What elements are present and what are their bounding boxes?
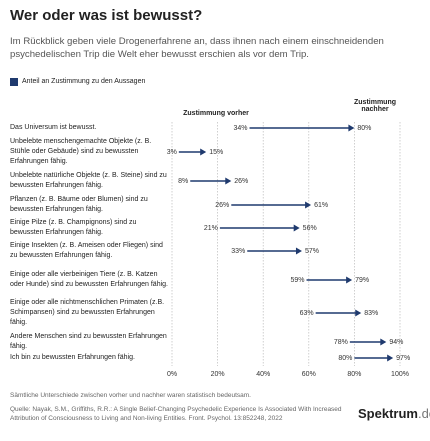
value-label: 78% (334, 339, 348, 346)
x-tick-label: 40% (256, 371, 270, 378)
category-label: Das Universum ist bewusst. (10, 124, 97, 131)
arrow-head (387, 354, 394, 362)
arrow-head (295, 247, 302, 255)
arrow-head (346, 276, 353, 284)
arrow-head (355, 309, 362, 317)
value-label: 63% (300, 310, 314, 317)
value-label: 3% (167, 149, 177, 156)
arrow-head (225, 177, 232, 185)
category-label: Unbelebte natürliche Objekte (z. B. Stei… (10, 172, 167, 189)
column-header: Zustimmung nachher (354, 99, 396, 113)
arrow-head (293, 224, 300, 232)
value-label: 80% (338, 355, 352, 362)
value-label: 56% (303, 225, 317, 232)
brand-suffix: .de (417, 406, 430, 421)
value-label: 26% (215, 202, 229, 209)
value-label: 34% (234, 125, 248, 132)
value-label: 26% (234, 178, 248, 185)
category-label: Einige Pilze (z. B. Champignons) sind zu… (10, 219, 137, 236)
arrow-head (305, 201, 312, 209)
source: Quelle: Nayak, S.M., Griffiths, R.R.: A … (10, 406, 342, 422)
category-label: Ich bin zu bewussten Erfahrungen fähig. (10, 354, 135, 361)
category-label: Pflanzen (z. B. Bäume oder Blumen) sind … (10, 196, 148, 213)
value-label: 21% (204, 225, 218, 232)
value-label: 61% (314, 202, 328, 209)
subtitle: Im Rückblick geben viele Drogenerfahrene… (10, 36, 384, 60)
category-label: Einige Insekten (z. B. Ameisen oder Flie… (10, 242, 163, 259)
note: Sämtliche Unterschiede zwischen vorher u… (10, 392, 251, 399)
value-label: 33% (231, 248, 245, 255)
value-label: 94% (389, 339, 403, 346)
category-label: Einige oder alle vierbeinigen Tiere (z. … (10, 271, 168, 288)
brand-name: Spektrum (358, 406, 418, 421)
value-label: 59% (291, 277, 305, 284)
arrow-head (200, 148, 207, 156)
x-tick-label: 80% (347, 371, 361, 378)
chart-title: Wer oder was ist bewusst? (10, 7, 203, 24)
x-tick-label: 20% (211, 371, 225, 378)
x-tick-label: 60% (302, 371, 316, 378)
x-tick-label: 100% (391, 371, 409, 378)
value-label: 83% (364, 310, 378, 317)
category-label: Andere Menschen sind zu bewussten Erfahr… (10, 333, 167, 350)
value-label: 57% (305, 248, 319, 255)
brand: Spektrum.de (358, 406, 430, 421)
value-label: 97% (396, 355, 410, 362)
x-tick-label: 0% (167, 371, 177, 378)
arrow-head (348, 124, 355, 132)
value-label: 8% (178, 178, 188, 185)
value-label: 15% (209, 149, 223, 156)
column-header: Zustimmung vorher (183, 110, 249, 117)
category-label: Einige oder alle nichtmenschlichen Prima… (10, 299, 165, 326)
arrow-head (380, 338, 387, 346)
legend-label: Anteil an Zustimmung zu den Aussagen (22, 78, 146, 85)
category-label: Unbelebte menschengemachte Objekte (z. B… (10, 138, 152, 165)
value-label: 80% (357, 125, 371, 132)
legend-swatch (10, 78, 18, 86)
value-label: 79% (355, 277, 369, 284)
